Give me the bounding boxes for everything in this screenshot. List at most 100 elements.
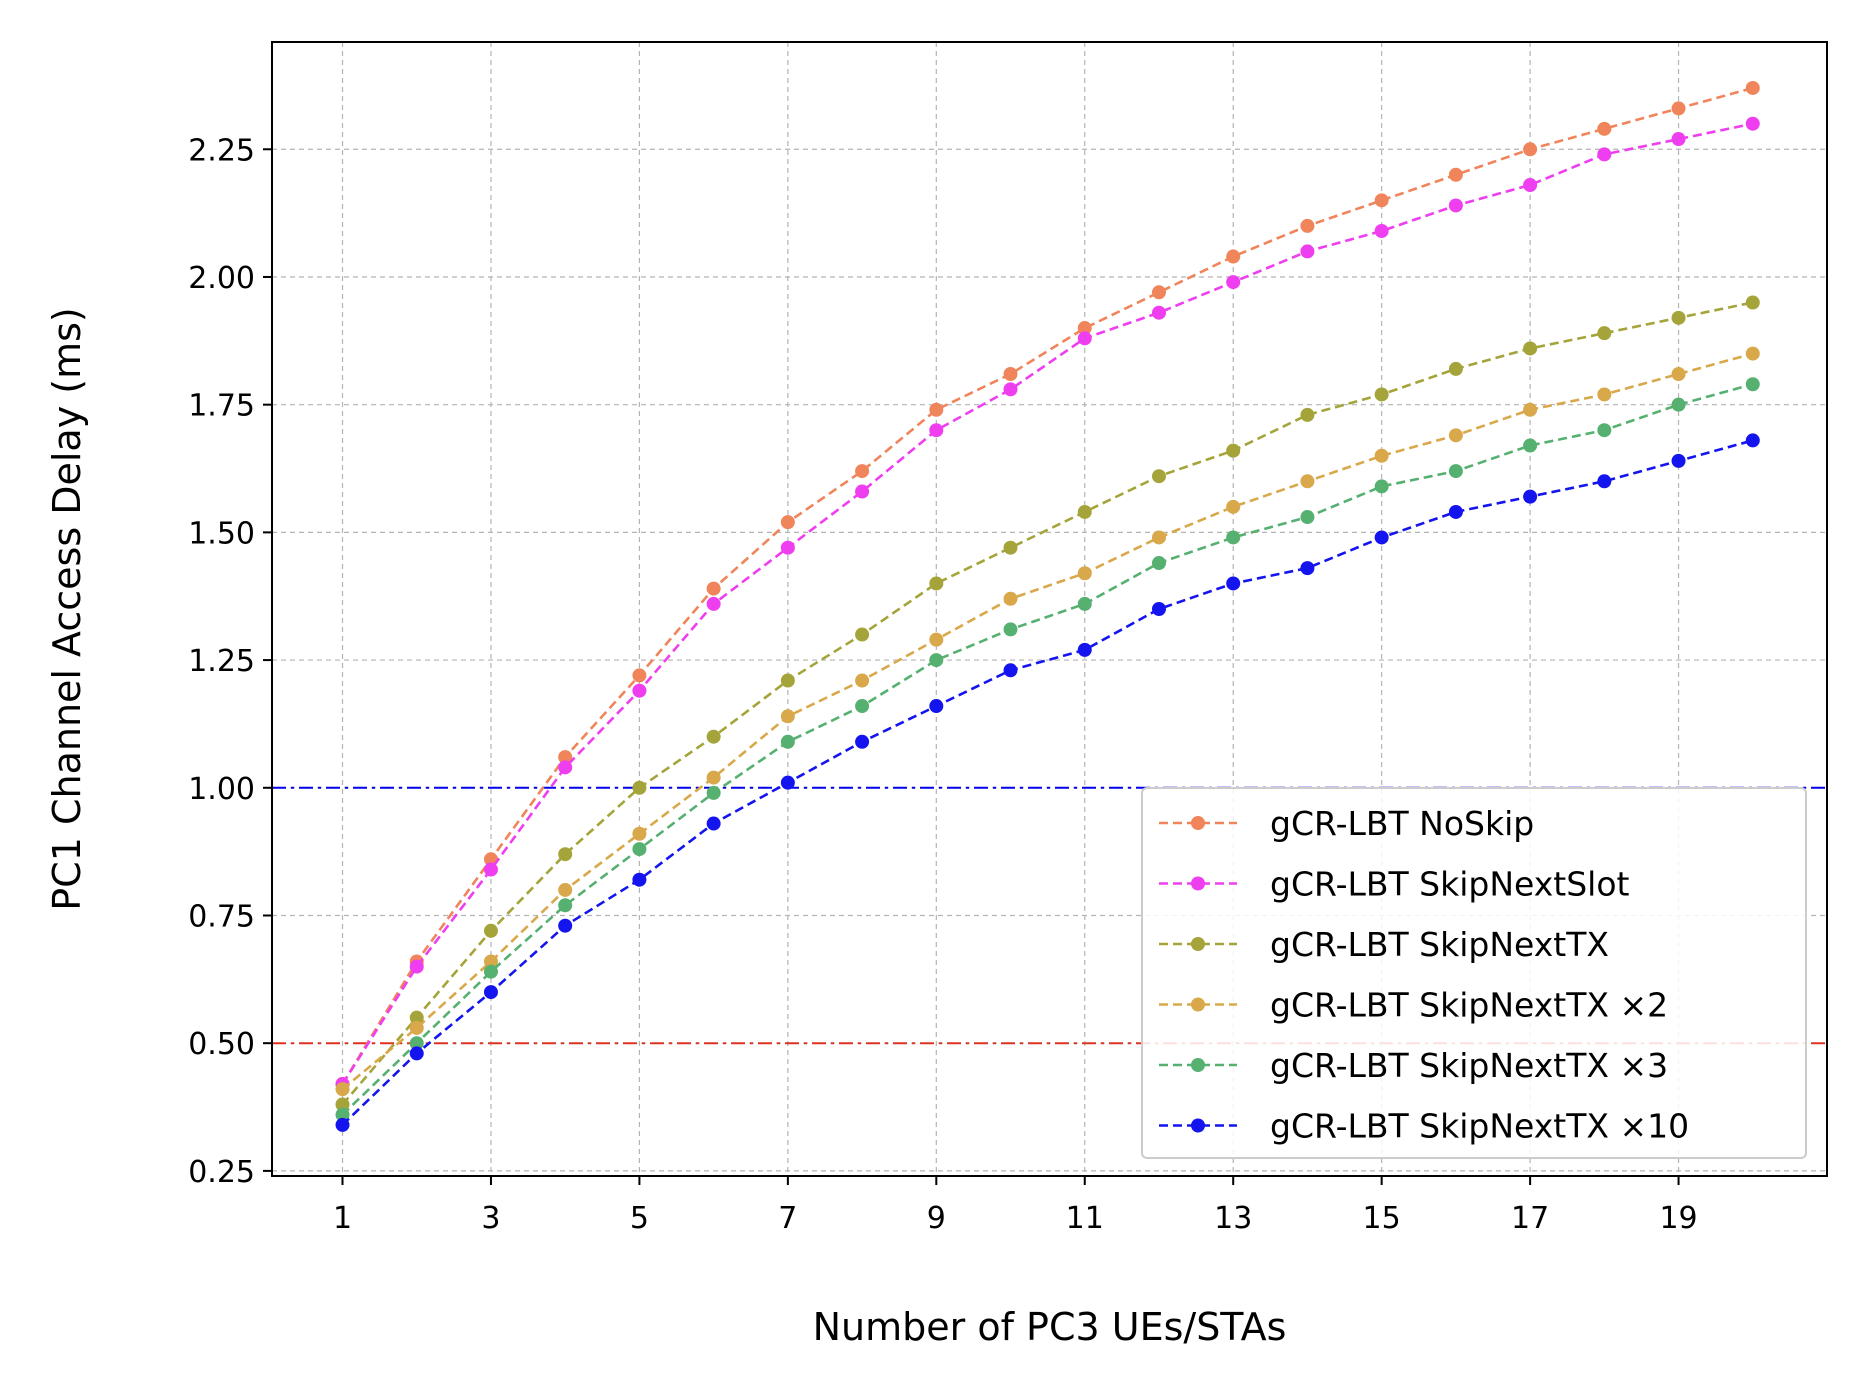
- legend-item: gCR-LBT SkipNextSlot: [1159, 865, 1630, 904]
- series-group: [335, 295, 1760, 1112]
- data-point: [558, 760, 573, 775]
- legend-item: gCR-LBT NoSkip: [1159, 804, 1534, 843]
- data-point: [706, 596, 721, 611]
- data-point: [855, 464, 870, 479]
- data-point: [335, 1117, 350, 1132]
- data-point: [1745, 116, 1760, 131]
- data-point: [335, 1082, 350, 1097]
- data-point: [929, 576, 944, 591]
- legend-marker: [1191, 816, 1205, 830]
- data-point: [1523, 489, 1538, 504]
- legend-label: gCR-LBT NoSkip: [1270, 804, 1534, 843]
- data-point: [1151, 305, 1166, 320]
- legend-label: gCR-LBT SkipNextTX ×3: [1270, 1046, 1668, 1085]
- data-point: [929, 653, 944, 668]
- legend-label: gCR-LBT SkipNextTX: [1270, 925, 1609, 964]
- data-point: [1671, 397, 1686, 412]
- data-point: [558, 882, 573, 897]
- data-point: [1300, 407, 1315, 422]
- data-point: [409, 1046, 424, 1061]
- x-axis-label: Number of PC3 UEs/STAs: [813, 1305, 1287, 1349]
- series-line: [341, 352, 1754, 1091]
- data-point: [1077, 321, 1092, 336]
- data-point: [1374, 387, 1389, 402]
- y-tick-label: 1.25: [188, 644, 255, 679]
- series-group: [335, 346, 1760, 1097]
- data-point: [1597, 474, 1612, 489]
- x-tick-label: 9: [927, 1201, 946, 1236]
- data-point: [409, 1036, 424, 1051]
- data-point: [780, 775, 795, 790]
- data-point: [1374, 224, 1389, 238]
- data-point: [706, 729, 721, 744]
- data-point: [1671, 310, 1686, 325]
- data-point: [1374, 530, 1389, 545]
- data-point: [1448, 464, 1463, 479]
- data-point: [1226, 249, 1241, 264]
- data-point: [483, 964, 498, 979]
- series-line: [341, 439, 1754, 1126]
- data-point: [929, 632, 944, 647]
- data-point: [1597, 423, 1612, 438]
- data-point: [1226, 576, 1241, 591]
- legend-marker: [1191, 997, 1205, 1012]
- data-point: [1151, 285, 1166, 300]
- series-line: [341, 301, 1754, 1106]
- data-point: [929, 402, 944, 417]
- data-point: [483, 923, 498, 938]
- data-point: [1226, 275, 1241, 290]
- x-tick-label: 7: [778, 1201, 797, 1236]
- data-point: [1003, 591, 1018, 606]
- legend-marker: [1191, 1058, 1205, 1072]
- legend-label: gCR-LBT SkipNextSlot: [1270, 865, 1630, 904]
- data-point: [1523, 178, 1538, 193]
- y-axis-ticks: 0.25 0.50 0.75 1.00 1.25 1.50 1.75 2.00 2.25: [188, 133, 272, 1190]
- data-point: [632, 668, 647, 683]
- legend-marker: [1191, 876, 1205, 891]
- x-tick-label: 13: [1214, 1201, 1252, 1236]
- data-point: [1597, 326, 1612, 341]
- x-axis-ticks: 1 3 5 7 9 11 13 15 17 19: [333, 1176, 1698, 1236]
- data-point: [1077, 504, 1092, 519]
- data-point: [1745, 295, 1760, 310]
- data-point: [483, 985, 498, 1000]
- data-point: [1151, 469, 1166, 484]
- data-point: [1151, 556, 1166, 571]
- data-point: [335, 1107, 350, 1122]
- data-point: [335, 1097, 350, 1112]
- x-tick-label: 3: [481, 1201, 500, 1236]
- data-point: [1300, 244, 1315, 259]
- data-point: [1597, 387, 1612, 402]
- y-tick-label: 2.25: [188, 133, 255, 168]
- data-point: [1597, 147, 1612, 162]
- legend-label: gCR-LBT SkipNextTX ×10: [1270, 1107, 1689, 1146]
- x-tick-label: 15: [1363, 1201, 1401, 1236]
- data-point: [929, 699, 944, 714]
- data-point: [780, 709, 795, 724]
- data-point: [1374, 448, 1389, 463]
- y-tick-label: 2.00: [188, 261, 255, 296]
- data-point: [780, 540, 795, 555]
- data-point: [855, 673, 870, 688]
- x-tick-label: 5: [630, 1201, 649, 1236]
- y-tick-label: 1.00: [188, 772, 255, 807]
- y-tick-label: 0.50: [188, 1027, 255, 1062]
- data-point: [1077, 642, 1092, 657]
- data-point: [1077, 331, 1092, 346]
- data-point: [1003, 663, 1018, 678]
- data-point: [855, 734, 870, 749]
- data-point: [1448, 504, 1463, 519]
- data-point: [1448, 361, 1463, 376]
- data-point: [855, 484, 870, 499]
- data-point: [1151, 530, 1166, 545]
- data-point: [706, 785, 721, 800]
- data-point: [780, 515, 795, 530]
- data-point: [1003, 540, 1018, 555]
- legend-item: gCR-LBT SkipNextTX ×2: [1159, 986, 1668, 1025]
- x-tick-label: 19: [1659, 1201, 1697, 1236]
- y-tick-label: 0.25: [188, 1155, 255, 1190]
- data-point: [780, 734, 795, 749]
- data-point: [780, 673, 795, 688]
- data-point: [632, 826, 647, 841]
- series-line: [341, 382, 1754, 1116]
